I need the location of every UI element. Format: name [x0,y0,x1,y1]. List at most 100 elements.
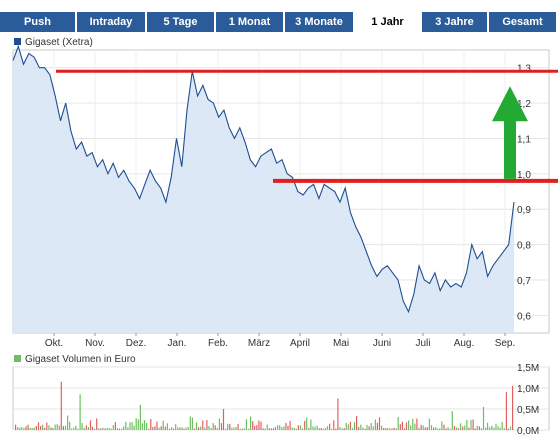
volume-bar [314,426,316,430]
volume-bar [102,427,104,430]
volume-bar [364,428,366,430]
volume-bar [141,423,143,430]
volume-bar [374,419,376,430]
volume-bar [227,423,229,430]
volume-bar [200,426,202,430]
volume-bar [360,424,362,430]
volume-bar [48,425,50,430]
volume-bar [433,427,435,430]
volume-bar [179,427,181,430]
volume-bar [44,427,46,430]
volume-bar [96,418,98,430]
volume-bar [181,427,183,430]
volume-bar [428,418,430,430]
volume-bar [410,425,412,430]
volume-plot-frame [12,366,550,431]
price-y-tick-label: 0,8 [517,241,531,252]
volume-bar [466,419,468,430]
volume-bar [100,428,102,430]
volume-bar [468,427,470,430]
volume-bar [277,425,279,430]
volume-bar [160,426,162,430]
volume-bar [87,427,89,430]
volume-bar [464,425,466,430]
tab-3-monate[interactable]: 3 Monate [285,12,353,32]
volume-bar [302,428,304,430]
price-y-tick-label: 0,6 [517,311,531,322]
volume-bar [19,427,21,430]
volume-bar [119,428,121,430]
volume-bar [237,424,239,430]
tab-push[interactable]: Push [0,12,75,32]
volume-bar [67,415,69,430]
volume-bar [308,427,310,430]
volume-bar [204,427,206,430]
volume-bar [198,427,200,430]
volume-bar [212,423,214,430]
volume-bar [337,398,339,430]
volume-bar [389,428,391,430]
x-tick-label: Mai [333,338,349,349]
volume-bar [287,425,289,430]
volume-bar [393,427,395,430]
volume-bar [299,425,302,430]
tab-1-monat[interactable]: 1 Monat [216,12,283,32]
volume-bar [15,424,17,430]
volume-bar [29,428,31,430]
volume-bar [480,428,482,430]
volume-bar [335,428,337,430]
volume-bar [208,426,210,430]
volume-bar [503,428,505,430]
tab-3-jahre[interactable]: 3 Jahre [422,12,487,32]
tab-gesamt[interactable]: Gesamt [489,12,556,32]
volume-bar [420,424,422,430]
volume-bar [341,428,343,430]
volume-bar [71,428,73,430]
x-tick-label: Dez. [126,338,147,349]
x-tick-label: März [248,338,270,349]
tab-5-tage[interactable]: 5 Tage [147,12,214,32]
volume-bar [497,426,499,430]
volume-bar [295,428,297,430]
price-y-tick-label: 1,0 [517,170,531,181]
volume-bar [482,406,485,430]
volume-bar [225,428,227,430]
volume-bar [368,426,370,430]
volume-bar [405,422,408,430]
volume-bar [108,428,110,430]
volume-bar [40,426,42,430]
volume-bar [171,427,173,430]
volume-bar [347,424,349,430]
price-legend: Gigaset (Xetra) [14,37,93,48]
tab-1-jahr[interactable]: 1 Jahr [355,12,420,32]
volume-bar [397,417,399,430]
volume-bar [64,425,67,430]
volume-bar [509,426,512,430]
volume-bar [422,425,424,430]
volume-bar [274,426,277,430]
volume-bar [214,425,216,430]
volume-bar [487,422,489,430]
price-y-tick-label: 1,2 [517,99,531,110]
volume-bar [395,428,397,430]
volume-bar [79,394,81,430]
volume-bar [408,420,410,430]
x-tick-label: Nov. [85,338,105,349]
x-tick-label: Aug. [454,338,475,349]
volume-bar [424,427,426,430]
volume-bar [349,421,351,430]
volume-bar [449,428,451,430]
x-tick-label: Sep. [495,338,516,349]
price-y-tick-label: 1,1 [517,134,531,145]
volume-bar [123,426,125,430]
price-y-tick-label: 1,3 [517,64,531,75]
volume-bar [485,427,487,430]
tab-intraday[interactable]: Intraday [77,12,145,32]
volume-bar [150,419,152,430]
volume-bar [401,421,403,430]
volume-bar [387,428,389,430]
volume-bar [229,423,231,430]
volume-bar [281,427,283,430]
volume-bar [222,409,225,430]
volume-bar [354,422,356,430]
